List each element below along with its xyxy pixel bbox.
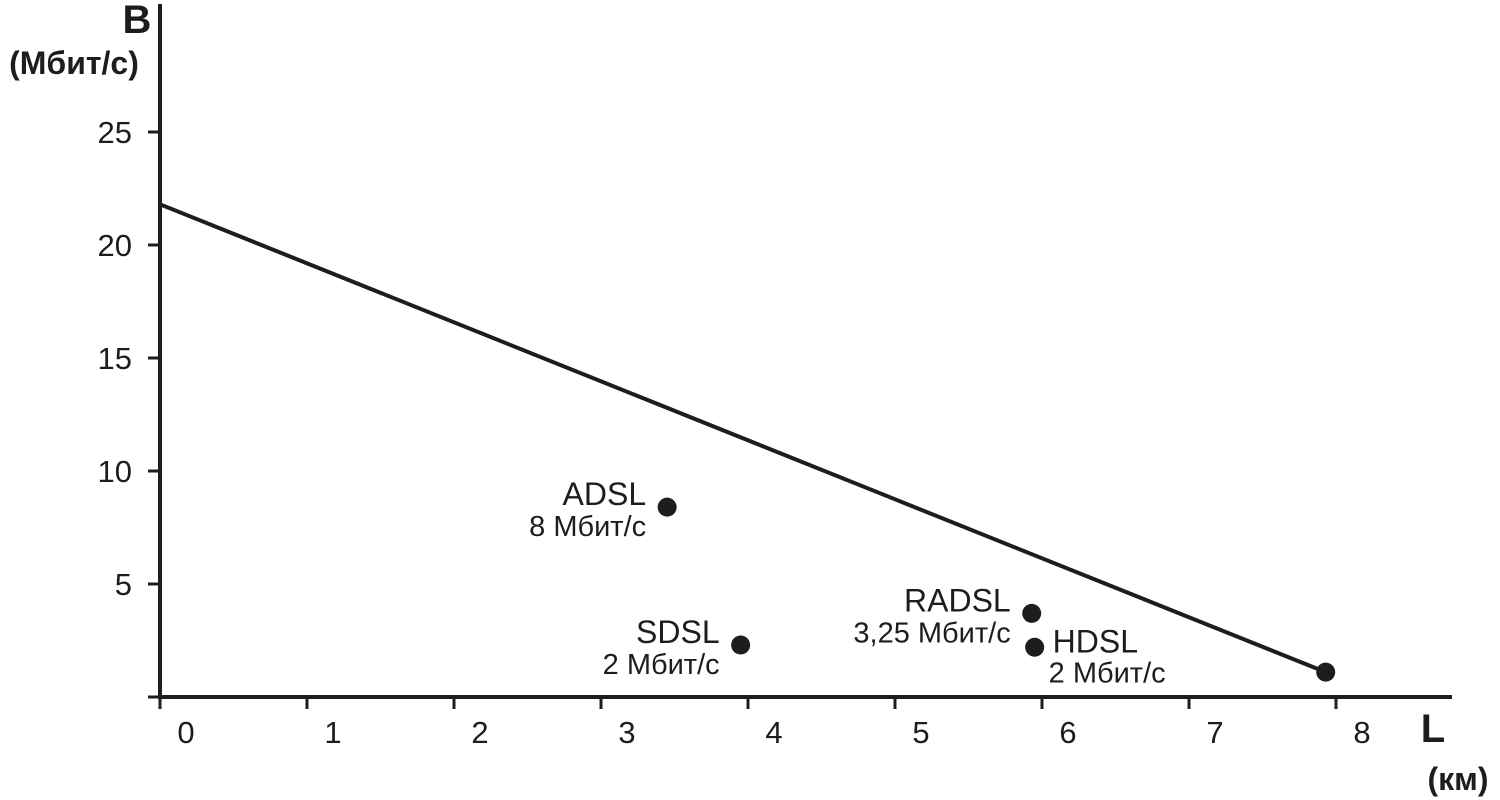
x-axis-unit: (км): [1428, 761, 1489, 797]
point-label-sdsl: SDSL: [636, 614, 720, 650]
x-tick-label: 5: [912, 715, 929, 750]
point-end: [1316, 662, 1336, 682]
x-tick-label: 8: [1353, 715, 1370, 750]
point-rate-sdsl: 2 Мбит/с: [603, 649, 720, 681]
point-rate-adsl: 8 Мбит/с: [529, 511, 646, 543]
y-axis-title: B: [123, 0, 152, 42]
x-tick-label: 7: [1206, 715, 1223, 750]
series: [159, 202, 1336, 682]
point-rate-radsl: 3,25 Мбит/с: [853, 617, 1010, 649]
point-label-adsl: ADSL: [563, 476, 647, 512]
point-hdsl: [1025, 637, 1045, 657]
x-tick-label: 4: [765, 715, 782, 750]
point-label-hdsl: HDSL: [1053, 623, 1138, 659]
x-tick-label: 2: [471, 715, 488, 750]
point-adsl: [657, 497, 677, 517]
x-tick-label: 6: [1059, 715, 1076, 750]
x-tick-label: 0: [177, 715, 194, 750]
y-tick-label: 5: [115, 567, 132, 602]
y-tick-label: 25: [98, 115, 132, 150]
x-axis-title: L: [1421, 707, 1445, 751]
x-tick-label: 3: [618, 715, 635, 750]
y-axis-unit: (Мбит/с): [9, 45, 139, 81]
x-tick-label: 1: [324, 715, 341, 750]
point-radsl: [1022, 603, 1042, 623]
ticks: 5 10 15 20 25 0 1 2 3 4 5 6 7 8: [98, 115, 1371, 750]
y-tick-label: 15: [98, 341, 132, 376]
series-line: [159, 202, 1327, 674]
point-label-radsl: RADSL: [904, 582, 1011, 618]
point-rate-hdsl: 2 Мбит/с: [1049, 657, 1166, 689]
axes: [158, 4, 1452, 699]
y-tick-label: 10: [98, 454, 132, 489]
y-tick-label: 20: [98, 228, 132, 263]
point-sdsl: [731, 635, 751, 655]
